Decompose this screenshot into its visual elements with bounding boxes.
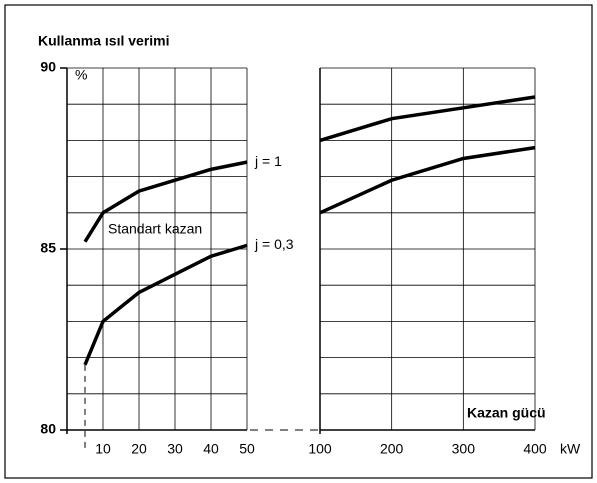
x-tick-label: 20: [131, 441, 147, 457]
y-tick-label: 85: [40, 240, 56, 256]
legend-label: j = 0,3: [254, 236, 294, 252]
x-tick-label: 300: [452, 441, 476, 457]
annotation: Standart kazan: [108, 221, 202, 237]
x-unit: kW: [560, 441, 581, 457]
x-tick-label: 100: [308, 441, 332, 457]
y-tick-label: 80: [40, 421, 56, 437]
x-tick-label: 30: [167, 441, 183, 457]
x-tick-label: 40: [203, 441, 219, 457]
chart-title: Kullanma ısıl verimi: [38, 33, 170, 49]
frame: [4, 4, 593, 479]
series-line: [319, 145, 536, 215]
x-tick-label: 10: [95, 441, 111, 457]
x-tick-label: 50: [239, 441, 255, 457]
x-tick-label: 200: [380, 441, 404, 457]
series-line: [319, 95, 536, 143]
y-unit: %: [75, 67, 87, 83]
x-axis-label: Kazan gücü: [467, 405, 546, 421]
x-tick-label: 400: [523, 441, 547, 457]
legend-label: j = 1: [254, 153, 282, 169]
y-tick-label: 90: [40, 59, 56, 75]
series-line: [83, 243, 248, 366]
series-line: [83, 160, 248, 243]
